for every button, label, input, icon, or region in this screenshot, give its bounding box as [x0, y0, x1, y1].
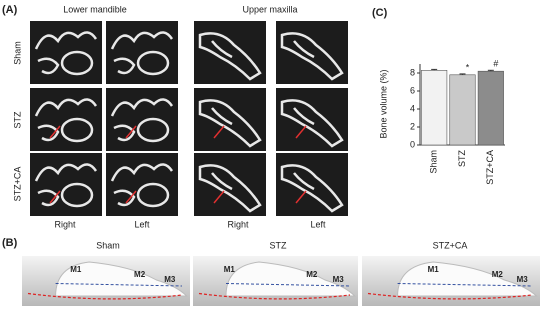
arrow [213, 125, 225, 139]
panel-title: STZ [270, 240, 288, 250]
y-tick-label: 8 [410, 67, 415, 77]
y-tick-label: 4 [410, 103, 415, 113]
bone-shape [280, 164, 344, 213]
bone-shape [110, 98, 174, 142]
ct-image [106, 153, 178, 216]
y-tick-label: 6 [410, 85, 415, 95]
arrow [125, 190, 137, 204]
tooth-label: M2 [134, 270, 146, 279]
column-label: Right [54, 219, 76, 229]
bone-shape [198, 32, 262, 81]
ct-image [276, 88, 348, 151]
bone-shape [34, 163, 98, 207]
tooth-label: M1 [224, 265, 236, 274]
tooth-shape [225, 261, 356, 297]
panel-label: (C) [372, 7, 388, 19]
x-tick-label: Sham [429, 150, 439, 174]
ct-image [276, 21, 348, 84]
cej-line [55, 283, 183, 287]
y-tick-label: 2 [410, 121, 415, 131]
row-label: Sham [12, 41, 22, 65]
panel-label: (A) [2, 4, 18, 16]
tooth-label: M1 [70, 265, 82, 274]
x-tick-label: STZ [457, 149, 467, 167]
arrow [49, 190, 61, 204]
bone-line [367, 292, 533, 300]
panel-label: (B) [2, 237, 18, 249]
bone-shape [110, 163, 174, 207]
bone-line [27, 292, 183, 300]
bar [477, 70, 504, 146]
y-axis-label: Bone volume (%) [378, 69, 388, 138]
panel-title: Sham [96, 240, 120, 250]
cej-line [397, 283, 533, 287]
bar [421, 70, 448, 146]
bone-shape [110, 31, 174, 75]
tooth-shape [397, 261, 538, 297]
column-label: Left [134, 219, 150, 229]
bone-shape [136, 182, 170, 208]
annotation: * [466, 62, 470, 72]
ct-image [30, 153, 102, 216]
bone-shape [280, 99, 344, 148]
ct-image [194, 21, 266, 84]
tooth-label: M1 [428, 265, 440, 274]
bone-shape [60, 182, 94, 208]
y-tick-label: 0 [410, 139, 415, 149]
bone-shape [136, 50, 170, 76]
x-tick-label: STZ+CA [485, 150, 495, 185]
bone-shape [34, 31, 98, 75]
bone-shape [34, 98, 98, 142]
ct-image [30, 21, 102, 84]
arrow [125, 125, 137, 139]
arrow [295, 190, 307, 204]
tooth-label: M3 [164, 275, 176, 284]
ct-image [194, 88, 266, 151]
annotation: # [493, 59, 498, 69]
tooth-label: M2 [492, 270, 504, 279]
bone-shape [60, 50, 94, 76]
arrow [295, 125, 307, 139]
ct-image [106, 21, 178, 84]
tooth-label: M2 [306, 270, 318, 279]
bone-line [198, 292, 351, 300]
column-label: Left [310, 219, 326, 229]
ct-image [106, 88, 178, 151]
bone-shape [136, 117, 170, 143]
bone-shape [60, 117, 94, 143]
bone-shape [280, 32, 344, 81]
bar [449, 74, 476, 146]
row-label: STZ+CA [12, 167, 22, 202]
arrow [49, 125, 61, 139]
ct-image [276, 153, 348, 216]
tooth-shape [55, 261, 188, 297]
bone-shape [198, 99, 262, 148]
tooth-label: M3 [333, 275, 345, 284]
ct-image [30, 88, 102, 151]
ct-image [194, 153, 266, 216]
row-label: STZ [12, 111, 22, 129]
column-label: Right [227, 219, 249, 229]
tooth-label: M3 [517, 275, 529, 284]
bone-shape [198, 164, 262, 213]
group-title: Lower mandible [63, 4, 127, 14]
cej-line [225, 283, 351, 287]
arrow [213, 190, 225, 204]
group-title: Upper maxilla [242, 4, 297, 14]
panel-title: STZ+CA [433, 240, 468, 250]
